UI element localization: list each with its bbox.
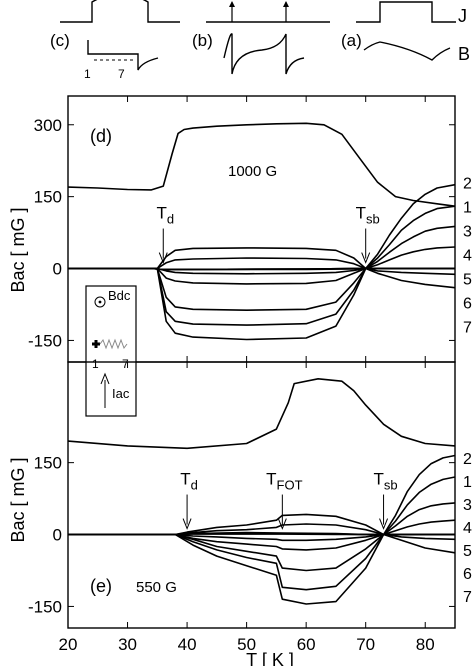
inset-field-dot (98, 300, 102, 304)
panel-e-series-extra-10 (68, 533, 455, 591)
sketch-c-upper-waveform (60, 0, 180, 23)
inset-contact-cross (92, 340, 100, 348)
inset-field-label: Bdc (108, 288, 131, 303)
panel-e-series-extra-9 (68, 533, 455, 572)
sketch-c: (c) 1 7 (50, 0, 180, 81)
panel-d-y-axis-label: Bac [ mG ] (8, 207, 28, 292)
sketch-b-lower-waveform (223, 33, 305, 75)
panel-e-curve-label-7: 7 (463, 589, 472, 606)
sketch-b: (b) (192, 1, 330, 75)
panel-d-series-7 (68, 257, 456, 289)
panel-e-y-axis-label: Bac [ mG ] (8, 457, 28, 542)
panel-e-y-tick-label: 150 (34, 454, 62, 473)
inset-contact-label-1: 1 (92, 357, 99, 371)
panel-e-curve-label-4: 4 (463, 520, 472, 537)
x-tick-label: 70 (356, 635, 375, 654)
sketch-b-arrowhead-right (283, 1, 289, 7)
panel-d: -150 0 150 300 2 1 3 4 5 6 7 Td Tsb (d) 1000 G Bac [… (8, 95, 472, 417)
panel-d-marker-label-td: Td (156, 204, 174, 227)
x-tick-label: 60 (297, 635, 316, 654)
x-axis-label: T [ K ] (246, 650, 294, 666)
panel-e-curve-label-5: 5 (463, 543, 472, 560)
panel-e-marker-label-tfot: TFOT (266, 470, 302, 493)
panel-d-curve-label-2: 2 (463, 175, 472, 192)
x-tick-label: 80 (416, 635, 435, 654)
inset-contact-label-7: 7 (122, 357, 129, 371)
x-tick-label: 40 (178, 635, 197, 654)
inset-current-label: Iac (112, 386, 130, 401)
panel-d-y-tick-label: 150 (34, 188, 62, 207)
panel-d-label: (d) (90, 126, 112, 146)
x-tick-label: 20 (59, 635, 78, 654)
panel-e-series-2 (67, 378, 456, 450)
panel-d-plot-area: -150 0 150 300 2 1 3 4 5 6 7 Td Tsb (28, 95, 472, 363)
panel-d-curve-label-4: 4 (463, 247, 472, 264)
panel-e: -150 0 150 20 30 40 50 60 70 80 2 1 3 4 5 6 7 Td TFOT Tsb (… (8, 361, 472, 666)
inset-contact-array (99, 338, 128, 350)
panel-d-series-6 (68, 247, 456, 276)
panel-d-curve-label-1: 1 (463, 199, 472, 216)
sketch-c-lower-waveform (87, 40, 159, 71)
panel-d-marker-label-tsb: Tsb (356, 204, 380, 227)
sketch-a-side-label-b: B (458, 44, 470, 64)
panel-d-series-extra-8 (68, 267, 455, 285)
panel-d-y-tick-label: 300 (34, 116, 62, 135)
sketch-a: J (a) B (341, 1, 470, 64)
x-tick-label: 50 (237, 635, 256, 654)
x-tick-label: 30 (118, 635, 137, 654)
panel-e-series-5 (68, 519, 456, 536)
panel-d-series-extra-11 (68, 267, 455, 341)
inset-frame (85, 285, 137, 417)
sketch-a-side-label-j: J (458, 6, 467, 26)
sketch-b-arrowhead-left (229, 1, 235, 7)
panel-e-plot-area: -150 0 150 20 30 40 50 60 70 80 2 1 3 4 5 6 7 Td TFOT Tsb (28, 361, 472, 654)
panel-d-y-tick-label: -150 (28, 331, 62, 350)
inset-current-arrowhead (100, 372, 110, 385)
panel-d-curve-label-5: 5 (463, 271, 472, 288)
panel-e-curve-label-1: 1 (463, 474, 472, 491)
sketch-c-label: (c) (50, 31, 70, 50)
panel-e-series-extra-11 (68, 533, 455, 605)
panel-d-y-tick-label: 0 (53, 260, 62, 279)
sketch-c-wire-label-7: 7 (118, 67, 125, 81)
panel-e-marker-arrowhead-tfot (277, 518, 287, 530)
panel-e-frame (67, 361, 456, 629)
panel-e-field-annotation: 550 G (136, 579, 177, 596)
panel-e-curve-label-3: 3 (463, 497, 472, 514)
panel-e-series-7 (68, 523, 456, 554)
panel-e-marker-label-tsb: Tsb (373, 470, 397, 493)
panel-e-y-tick-label: -150 (28, 597, 62, 616)
sketch-b-label: (b) (192, 31, 213, 50)
panel-d-inset-schematic: Bdc 1 7 Iac (85, 285, 137, 417)
panel-e-y-tick-label: 0 (53, 526, 62, 545)
panel-d-marker-arrowhead-tsb (361, 252, 371, 264)
panel-d-marker-arrowhead-td (158, 252, 168, 264)
panel-e-curve-label-6: 6 (463, 566, 472, 583)
panel-d-curve-label-7: 7 (463, 319, 472, 336)
sketch-a-upper-waveform (356, 1, 456, 23)
panel-e-series-extra-7 (68, 533, 455, 542)
sketch-c-wire-label-1: 1 (84, 67, 91, 81)
panel-e-series-6 (68, 513, 456, 541)
panel-d-curve-label-6: 6 (463, 295, 472, 312)
panel-e-label: (e) (90, 576, 112, 596)
inset-field-symbol (94, 296, 106, 308)
sketch-a-lower-waveform (363, 41, 451, 61)
panel-d-series-3 (68, 205, 456, 271)
panel-e-marker-arrowhead-tsb (379, 518, 389, 530)
panel-d-series-2 (67, 122, 456, 207)
panel-e-marker-label-td: Td (180, 470, 198, 493)
panel-e-marker-arrowhead-td (182, 518, 192, 530)
panel-e-curve-label-2: 2 (463, 451, 472, 468)
sketch-a-label: (a) (341, 31, 362, 50)
panel-d-field-annotation: 1000 G (228, 163, 277, 180)
panel-d-curve-label-3: 3 (463, 223, 472, 240)
